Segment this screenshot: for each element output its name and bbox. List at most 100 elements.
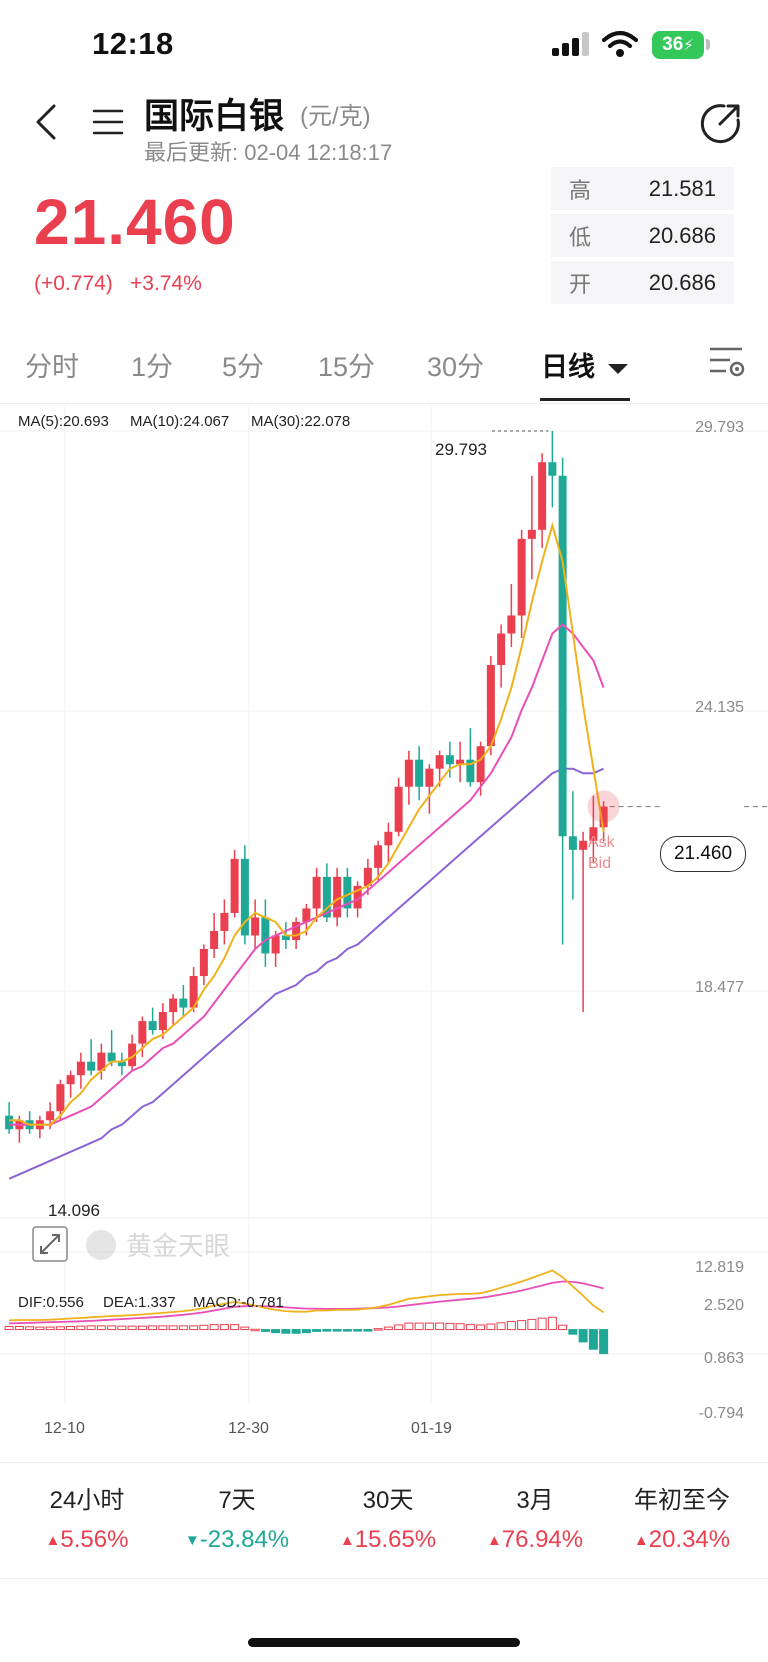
macd-bar <box>588 1329 598 1350</box>
candle <box>579 831 588 1013</box>
candle <box>128 1034 137 1071</box>
macd-bar <box>383 1326 393 1331</box>
dif-legend: DIF:0.556 <box>18 1294 84 1311</box>
macd-bar <box>322 1329 332 1332</box>
candle <box>189 967 198 1013</box>
macd-bar <box>537 1317 547 1331</box>
candle-body <box>527 529 536 539</box>
candle-body <box>363 867 372 886</box>
macd-bar <box>455 1323 465 1331</box>
battery-icon: 36 ⚡ <box>652 31 704 59</box>
period-label-1: 7天 <box>218 1487 256 1514</box>
macd-bar <box>342 1329 352 1332</box>
candle-body <box>46 1111 55 1121</box>
open-row: 开 20.686 <box>551 261 734 304</box>
macd-bar <box>558 1324 568 1331</box>
tab-daily[interactable]: 日线 <box>541 345 629 384</box>
candle-body <box>138 1021 147 1044</box>
candle-body <box>261 917 270 954</box>
macd-bar <box>66 1325 76 1331</box>
candle-body <box>517 538 526 616</box>
candle <box>35 1115 44 1139</box>
bid-label: Bid <box>588 855 612 872</box>
macd-bar <box>240 1326 250 1331</box>
candle-body <box>76 1061 85 1076</box>
candle-body <box>251 917 260 936</box>
candle-body <box>558 475 567 837</box>
candle <box>445 741 454 778</box>
candle <box>148 1007 157 1035</box>
axis-tick-18477: 18.477 <box>695 979 744 996</box>
period-value-2: ▲15.65% <box>313 1526 463 1554</box>
period-value-0: ▲5.56% <box>12 1526 162 1554</box>
candle-body <box>281 935 290 940</box>
dea-line <box>9 1280 604 1325</box>
macd-bar <box>55 1326 65 1331</box>
period-label-3: 3月 <box>516 1487 554 1514</box>
candle <box>517 529 526 639</box>
candle <box>497 624 506 688</box>
tab-30min[interactable]: 30分 <box>427 352 485 382</box>
macd-axis-tick-top: 2.520 <box>703 1297 744 1314</box>
period-value-text: 15.65% <box>354 1526 437 1553</box>
candle <box>363 858 372 895</box>
price-change-percent: +3.74% <box>130 272 202 295</box>
candle-body <box>445 755 454 765</box>
share-icon[interactable] <box>700 102 742 144</box>
active-tab-indicator <box>540 398 630 401</box>
last-updated: 最后更新: 02-04 12:18:17 <box>144 140 393 165</box>
candle <box>87 1039 96 1076</box>
candle <box>240 845 249 945</box>
axis-tick-12819: 12.819 <box>695 1259 744 1276</box>
candle <box>230 849 239 918</box>
macd-bar <box>45 1326 55 1331</box>
chart-settings-icon[interactable] <box>708 345 746 379</box>
macd-bar <box>189 1325 199 1331</box>
candle-body <box>394 786 403 832</box>
period-value-text: 5.56% <box>60 1526 129 1553</box>
candle-body <box>5 1115 14 1130</box>
candle-body <box>169 998 178 1013</box>
macd-bar <box>301 1329 311 1334</box>
macd-bar <box>178 1325 188 1331</box>
candle-body <box>302 908 311 922</box>
macd-bar <box>281 1329 291 1334</box>
candle-body <box>292 921 301 940</box>
current-price: 21.460 <box>34 186 236 258</box>
candle <box>107 1030 116 1067</box>
macd-bar <box>14 1325 24 1331</box>
candle <box>527 475 536 580</box>
candle <box>343 867 352 918</box>
tab-intraday[interactable]: 分时 <box>25 352 79 382</box>
macd-bar <box>107 1325 117 1331</box>
arrow-up-icon: ▲ <box>486 1532 502 1549</box>
menu-icon[interactable] <box>92 108 124 136</box>
candlestick-chart[interactable] <box>0 404 768 1434</box>
high-row: 高 21.581 <box>551 167 734 210</box>
candle-body <box>322 876 331 918</box>
candle <box>138 1016 147 1058</box>
candle-body <box>404 759 413 787</box>
arrow-up-icon: ▲ <box>45 1532 61 1549</box>
candle-body <box>486 665 495 747</box>
ma5-line <box>9 521 605 1126</box>
macd-bar <box>137 1325 147 1331</box>
tab-1min[interactable]: 1分 <box>131 352 174 382</box>
macd-bar <box>424 1322 434 1331</box>
candle <box>56 1079 65 1121</box>
macd-bar <box>435 1322 445 1331</box>
tab-15min[interactable]: 15分 <box>318 352 376 382</box>
candle-body <box>179 998 188 1008</box>
expand-icon[interactable] <box>32 1226 68 1262</box>
date-tick-1230: 12-30 <box>228 1420 269 1437</box>
low-label: 低 <box>569 224 592 250</box>
watermark-logo: 黄金天眼 <box>84 1226 230 1263</box>
period-value-text: 76.94% <box>501 1526 584 1553</box>
home-indicator[interactable] <box>248 1638 520 1647</box>
macd-bar <box>445 1322 455 1331</box>
candle <box>374 840 383 882</box>
back-arrow-icon[interactable] <box>34 104 58 140</box>
tab-daily-label: 日线 <box>541 352 595 382</box>
high-label: 高 <box>569 177 592 203</box>
tab-5min[interactable]: 5分 <box>222 352 265 382</box>
